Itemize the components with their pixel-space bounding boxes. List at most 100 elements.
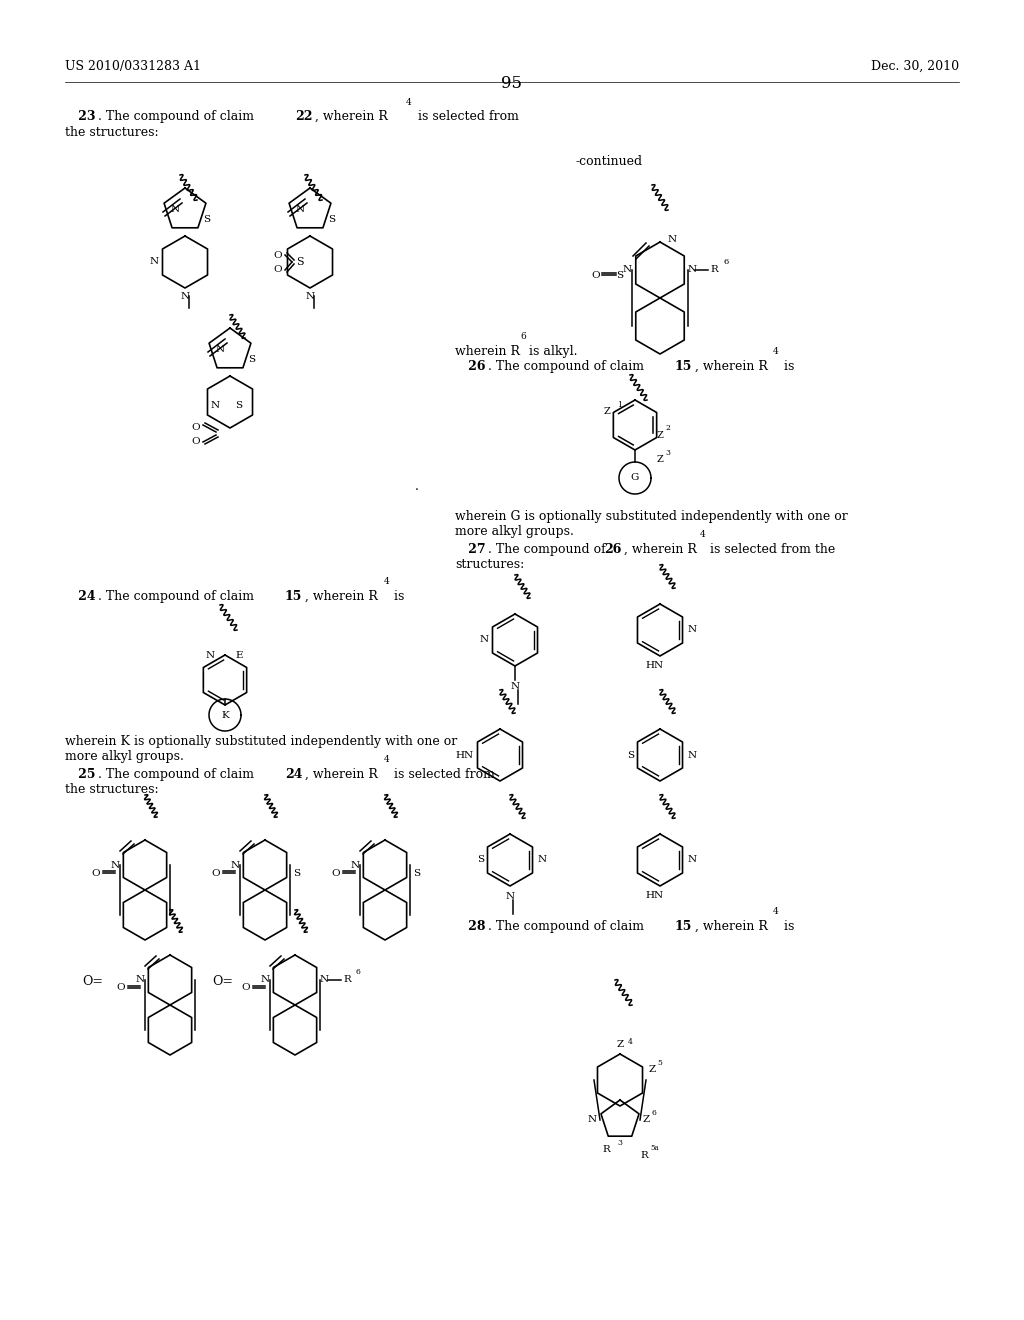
Text: the structures:: the structures: xyxy=(65,125,159,139)
Text: S: S xyxy=(627,751,634,759)
Text: .: . xyxy=(415,480,419,492)
Text: Z: Z xyxy=(643,1115,650,1125)
Text: 24: 24 xyxy=(285,768,302,781)
Text: N: N xyxy=(296,206,305,214)
Text: 6: 6 xyxy=(651,1109,656,1117)
Text: 6: 6 xyxy=(723,257,728,267)
Text: 6: 6 xyxy=(520,333,525,341)
Text: 27: 27 xyxy=(455,543,485,556)
Text: N: N xyxy=(588,1115,597,1125)
Text: more alkyl groups.: more alkyl groups. xyxy=(455,525,573,539)
Text: -continued: -continued xyxy=(575,154,642,168)
Text: HN: HN xyxy=(646,891,664,900)
Text: N: N xyxy=(180,292,189,301)
Text: N: N xyxy=(261,975,270,985)
Text: S: S xyxy=(328,215,335,224)
Text: N: N xyxy=(216,346,225,355)
Text: 1: 1 xyxy=(617,401,622,409)
Text: N: N xyxy=(211,401,220,411)
Text: N: N xyxy=(305,292,314,301)
Text: R: R xyxy=(602,1146,610,1155)
Text: HN: HN xyxy=(646,661,664,671)
Text: is selected from: is selected from xyxy=(390,768,495,781)
Text: . The compound of claim: . The compound of claim xyxy=(488,360,648,374)
Text: 4: 4 xyxy=(773,347,778,356)
Text: O=: O= xyxy=(82,975,103,987)
Text: 23: 23 xyxy=(65,110,95,123)
Text: 25: 25 xyxy=(65,768,95,781)
Text: O: O xyxy=(273,251,282,260)
Text: S: S xyxy=(616,271,624,280)
Text: Z: Z xyxy=(616,1040,624,1049)
Text: , wherein R: , wherein R xyxy=(305,590,378,603)
Text: 15: 15 xyxy=(675,920,692,933)
Text: N: N xyxy=(319,975,329,985)
Text: 3: 3 xyxy=(665,449,670,457)
Text: is alkyl.: is alkyl. xyxy=(525,345,578,358)
Text: N: N xyxy=(688,265,697,275)
Text: N: N xyxy=(171,206,180,214)
Text: , wherein R: , wherein R xyxy=(315,110,388,123)
Text: is selected from the: is selected from the xyxy=(706,543,836,556)
Text: , wherein R: , wherein R xyxy=(695,360,768,374)
Text: O: O xyxy=(117,983,125,993)
Text: N: N xyxy=(668,235,677,244)
Text: 26: 26 xyxy=(604,543,622,556)
Text: . The compound of claim: . The compound of claim xyxy=(98,110,258,123)
Text: wherein G is optionally substituted independently with one or: wherein G is optionally substituted inde… xyxy=(455,510,848,523)
Text: S: S xyxy=(296,257,304,267)
Text: , wherein R: , wherein R xyxy=(305,768,378,781)
Text: N: N xyxy=(538,855,547,865)
Text: Dec. 30, 2010: Dec. 30, 2010 xyxy=(870,59,959,73)
Text: O: O xyxy=(332,869,340,878)
Text: S: S xyxy=(293,869,300,878)
Text: O: O xyxy=(91,869,100,878)
Text: E: E xyxy=(234,652,243,660)
Text: is: is xyxy=(390,590,404,603)
Text: N: N xyxy=(150,257,159,267)
Text: . The compound of: . The compound of xyxy=(488,543,609,556)
Text: 22: 22 xyxy=(295,110,312,123)
Text: 15: 15 xyxy=(285,590,302,603)
Text: N: N xyxy=(688,626,697,635)
Text: Z: Z xyxy=(657,455,664,465)
Text: 5: 5 xyxy=(657,1059,662,1067)
Text: Z: Z xyxy=(657,430,664,440)
Text: . The compound of claim: . The compound of claim xyxy=(488,920,648,933)
Text: G: G xyxy=(631,474,639,483)
Text: N: N xyxy=(230,861,240,870)
Text: 4: 4 xyxy=(700,531,706,539)
Text: O: O xyxy=(273,265,282,275)
Text: N: N xyxy=(480,635,489,644)
Text: 4: 4 xyxy=(406,98,412,107)
Text: 95: 95 xyxy=(502,75,522,92)
Text: , wherein R: , wherein R xyxy=(624,543,697,556)
Text: S: S xyxy=(234,401,242,411)
Text: 26: 26 xyxy=(455,360,485,374)
Text: 6: 6 xyxy=(355,968,359,975)
Text: 28: 28 xyxy=(455,920,485,933)
Text: S: S xyxy=(413,869,420,878)
Text: S: S xyxy=(203,215,210,224)
Text: 24: 24 xyxy=(65,590,95,603)
Text: R: R xyxy=(640,1151,648,1159)
Text: O: O xyxy=(242,983,250,993)
Text: 4: 4 xyxy=(384,577,390,586)
Text: O: O xyxy=(592,271,600,280)
Text: N: N xyxy=(688,751,697,759)
Text: 4: 4 xyxy=(773,907,778,916)
Text: N: N xyxy=(510,682,519,690)
Text: 4: 4 xyxy=(628,1038,633,1045)
Text: 5a: 5a xyxy=(650,1144,658,1152)
Text: S: S xyxy=(248,355,255,364)
Text: Z: Z xyxy=(649,1065,656,1074)
Text: HN: HN xyxy=(456,751,474,759)
Text: R: R xyxy=(710,265,718,275)
Text: 15: 15 xyxy=(675,360,692,374)
Text: N: N xyxy=(688,855,697,865)
Text: N: N xyxy=(351,861,360,870)
Text: is: is xyxy=(780,920,795,933)
Text: 2: 2 xyxy=(665,424,670,432)
Text: O: O xyxy=(191,424,200,433)
Text: 3: 3 xyxy=(617,1139,622,1147)
